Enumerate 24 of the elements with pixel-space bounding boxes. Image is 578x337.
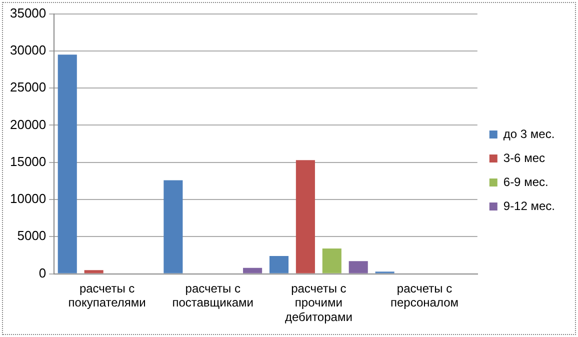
bar — [348, 261, 368, 274]
legend-label: 3-6 мес — [503, 150, 545, 165]
bar — [84, 270, 104, 274]
bar — [322, 248, 342, 274]
x-tick-label: расчеты с персоналом — [390, 281, 458, 310]
bar — [164, 180, 183, 274]
y-tick-label: 30000 — [10, 42, 46, 58]
y-tick-label: 20000 — [10, 116, 46, 132]
x-tick-label: расчеты с покупателями — [68, 281, 146, 310]
y-tick-label: 5000 — [17, 228, 46, 244]
y-tick-label: 25000 — [10, 80, 46, 95]
legend-label: 6-9 мес. — [503, 174, 548, 189]
bar — [58, 54, 77, 274]
x-tick-label: расчеты с поставщиками — [172, 281, 254, 310]
bar — [243, 268, 262, 274]
y-tick-label: 10000 — [10, 191, 46, 206]
bar — [296, 160, 315, 274]
y-tick-label: 15000 — [10, 154, 46, 169]
legend-label: до 3 мес. — [503, 126, 555, 141]
legend-label: 9-12 мес. — [503, 198, 555, 213]
y-tick-label: 0 — [38, 265, 46, 280]
bar — [269, 256, 289, 274]
x-tick-label: расчеты с прочими дебиторами — [284, 281, 352, 324]
y-tick-label: 35000 — [10, 5, 46, 20]
